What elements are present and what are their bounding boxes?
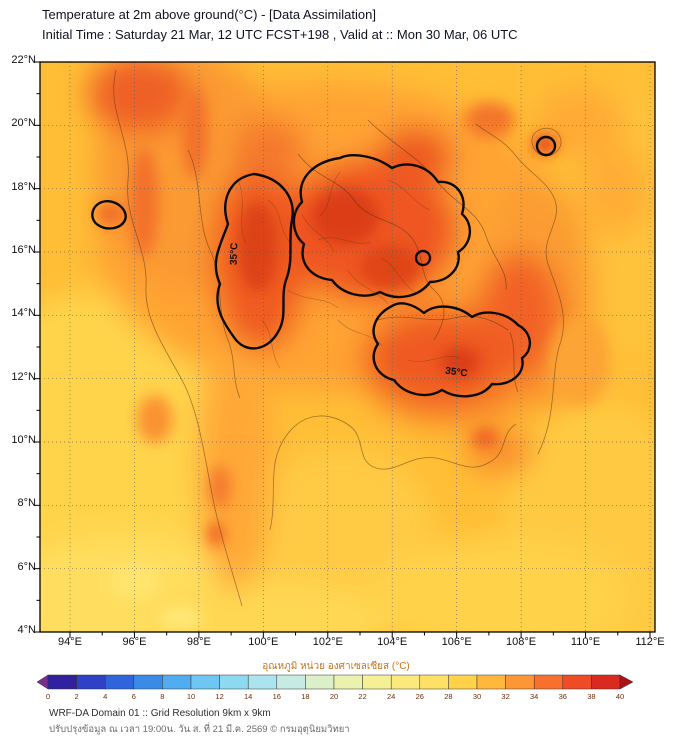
lat-tick-label: 12°N	[11, 370, 36, 383]
colorbar-tick-label: 0	[45, 692, 51, 701]
province-border	[317, 237, 371, 244]
province-border	[337, 319, 383, 347]
border-path	[367, 119, 507, 291]
province-border	[381, 257, 419, 295]
lat-tick-label: 22°N	[11, 54, 36, 66]
lon-tick-label: 108°E	[506, 636, 537, 648]
bold-contours-35c	[91, 135, 557, 398]
lon-tick-label: 104°E	[377, 636, 408, 648]
contour-label-35c-south: 35°C	[445, 366, 469, 380]
contour-label-35c-west: 35°C	[229, 243, 241, 266]
map-area: 35°C 35°C	[30, 58, 661, 642]
colorbar-tick-label: 12	[215, 692, 224, 701]
colorbar-segments	[47, 674, 621, 690]
colorbar-tick-label: 28	[444, 692, 453, 701]
map-frame	[39, 61, 656, 633]
border-path	[509, 331, 519, 393]
bold-contour-35c	[292, 154, 471, 299]
colorbar-tick-label: 40	[615, 692, 625, 701]
colorbar-tick-label: 10	[186, 692, 196, 701]
colorbar-tick-label: 36	[558, 692, 567, 701]
colorbar-tick-label: 24	[387, 692, 396, 701]
lon-tick-label: 94°E	[58, 636, 82, 648]
temperature-field: 35°C 35°C	[40, 62, 655, 632]
graticule-grid	[40, 62, 655, 632]
coastline-path	[269, 415, 517, 531]
colorbar-tick-row: 0 2 4 6 8 10 12 14 16 18 20 22 24 26 28 30 32 34 36 38 40	[36, 692, 636, 702]
colorbar-tick-label: 16	[272, 692, 281, 701]
page-title: Temperature at 2m above ground(°C) - [Da…	[42, 7, 376, 22]
header: Temperature at 2m above ground(°C) - [Da…	[42, 7, 518, 42]
lat-tick-label: 4°N	[17, 623, 36, 636]
border-path	[297, 153, 445, 341]
colorbar-tick-label: 6	[131, 692, 136, 701]
province-border	[267, 199, 291, 243]
lat-tick-label: 20°N	[11, 117, 36, 130]
province-border	[347, 269, 389, 305]
colorbar-over-arrow	[619, 674, 634, 690]
lon-tick-label: 98°E	[186, 636, 211, 648]
colorbar	[36, 674, 634, 690]
bold-contour-35c	[372, 302, 531, 398]
province-border	[237, 179, 247, 245]
lat-tick-label: 14°N	[11, 307, 36, 320]
page-subtitle: Initial Time : Saturday 21 Mar, 12 UTC F…	[42, 27, 518, 42]
province-border	[319, 171, 341, 217]
lat-tick-label: 16°N	[11, 243, 36, 256]
colorbar-tick-label: 34	[530, 692, 539, 701]
coastline-path	[113, 69, 243, 607]
bold-contour-35c	[535, 135, 557, 157]
lon-tick-label: 100°E	[248, 636, 279, 648]
colorbar-tick-label: 22	[358, 692, 367, 701]
province-border	[407, 356, 461, 362]
footer-domain-info: WRF-DA Domain 01 :: Grid Resolution 9km …	[49, 708, 271, 719]
footer: WRF-DA Domain 01 :: Grid Resolution 9km …	[49, 708, 350, 737]
lat-tick-label: 8°N	[17, 497, 36, 510]
colorbar-tick-label: 4	[103, 692, 108, 701]
colorbar-tick-label: 30	[472, 692, 482, 701]
colorbar-tick-label: 18	[301, 692, 310, 701]
province-border	[287, 289, 339, 309]
colorbar-title: อุณหภูมิ หน่วย องศาเซลเซียส (°C)	[262, 661, 410, 672]
lon-tick-label: 106°E	[441, 636, 472, 648]
lon-tick-label: 96°E	[122, 636, 147, 648]
colorbar-tick-label: 20	[329, 692, 339, 701]
island-outline	[531, 127, 562, 157]
lat-tick-label: 18°N	[11, 180, 36, 193]
colorbar-tick-label: 32	[501, 692, 510, 701]
bold-contour-35c	[214, 172, 294, 350]
colorbar-tick-label: 14	[244, 692, 253, 701]
footer-update-info: ปรับปรุงข้อมูล ณ เวลา 19:00น. วัน ส. ที่…	[49, 724, 350, 735]
province-border	[387, 179, 431, 211]
bold-contour-35c	[91, 200, 127, 230]
province-border	[261, 319, 281, 369]
coastline-path	[475, 123, 564, 455]
lon-tick-label: 102°E	[312, 636, 343, 648]
border-path	[377, 315, 509, 331]
colorbar-tick-label: 8	[160, 692, 165, 701]
colorbar-tick-label: 2	[74, 692, 79, 701]
lat-tick-label: 6°N	[17, 560, 36, 573]
colorbar-tick-label: 38	[587, 692, 596, 701]
lat-tick-label: 10°N	[11, 433, 36, 446]
map-canvas: 35°C 35°C	[34, 61, 656, 638]
lon-tick-label: 112°E	[635, 636, 665, 648]
bold-contour-35c	[414, 249, 432, 267]
colorbar-under-arrow	[36, 674, 49, 690]
lon-tick-label: 110°E	[570, 636, 601, 648]
colorbar-tick-label: 26	[415, 692, 424, 701]
province-border	[301, 213, 335, 253]
